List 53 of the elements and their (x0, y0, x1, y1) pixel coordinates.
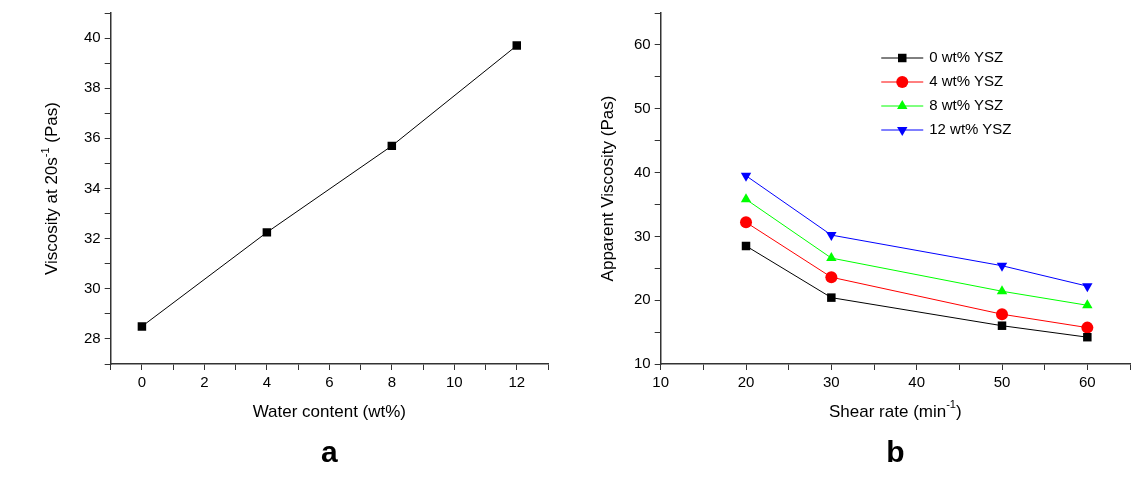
x-tick-label: 0 (137, 373, 147, 391)
point (1082, 283, 1093, 293)
point (1081, 321, 1094, 334)
y-axis-title: Viscosity at 20s-1 (Pas) (38, 102, 62, 275)
point (137, 322, 147, 331)
x-axis-title: Water content (wt%) (252, 401, 407, 421)
x-tick-label: 10 (445, 373, 463, 391)
x-tick-label: 6 (325, 373, 334, 391)
point (512, 41, 522, 50)
y-tick-label: 38 (84, 78, 101, 96)
y-tick-label: 36 (84, 128, 101, 146)
x-tick-label: 8 (387, 373, 396, 391)
point (1082, 299, 1093, 309)
x-tick-label: 30 (823, 373, 840, 391)
legend-label: 0 wt% YSZ (929, 48, 1004, 66)
x-tick-label: 10 (652, 373, 670, 391)
y-tick-label: 34 (84, 178, 101, 196)
y-tick-label: 28 (84, 329, 101, 347)
y-tick-label: 40 (84, 28, 101, 46)
x-tick-label: 40 (908, 373, 926, 391)
x-tick-label: 20 (737, 373, 755, 391)
y-axis-title: Apparent Viscosity (Pas) (598, 95, 618, 282)
x-tick-label: 2 (200, 373, 209, 391)
point (826, 232, 837, 242)
x-tick-label: 60 (1078, 373, 1096, 391)
y-tick-label: 50 (634, 98, 651, 116)
point (996, 308, 1009, 321)
legend-label: 4 wt% YSZ (929, 72, 1004, 90)
point (996, 262, 1008, 272)
y-tick-label: 30 (634, 226, 651, 244)
point (740, 172, 752, 182)
y-tick-label: 32 (84, 228, 101, 246)
y-tick-label: 30 (84, 278, 101, 296)
text: b (886, 435, 905, 469)
point (740, 193, 752, 203)
point (1083, 332, 1092, 342)
y-tick-label: 60 (634, 35, 651, 53)
point (827, 293, 836, 302)
y-tick-label: 10 (634, 354, 651, 372)
point (740, 216, 753, 229)
legend-label: 8 wt% YSZ (929, 96, 1004, 114)
point (825, 271, 838, 284)
text: a (321, 435, 338, 469)
point (262, 228, 272, 237)
x-tick-label: 4 (262, 373, 272, 391)
x-tick-label: 50 (993, 373, 1011, 391)
point (997, 321, 1007, 330)
y-tick-label: 40 (634, 162, 651, 180)
legend-label: 12 wt% YSZ (929, 120, 1012, 138)
x-tick-label: 12 (508, 373, 526, 391)
point (996, 285, 1008, 295)
point (826, 252, 837, 262)
y-tick-label: 20 (634, 290, 651, 308)
